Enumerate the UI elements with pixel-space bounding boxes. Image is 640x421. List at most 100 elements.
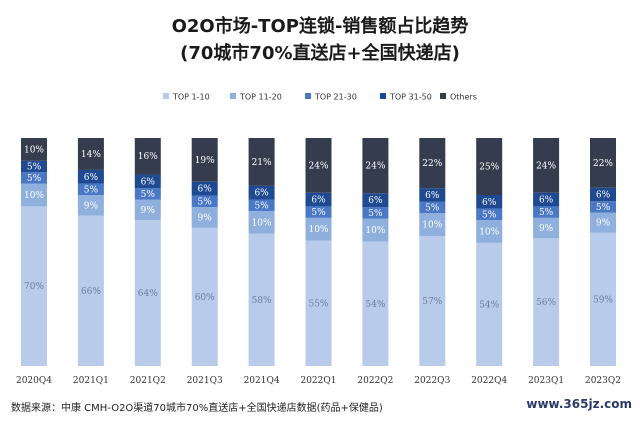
legend-label: TOP 31-50 (389, 93, 432, 102)
data-label: 64% (138, 289, 158, 299)
legend-item-1: TOP 11-20 (230, 93, 282, 102)
bar-column-2023Q1: 56% 9% 5% 6% 24% (533, 138, 560, 366)
data-label: 6% (539, 196, 554, 206)
data-label: 10% (479, 227, 499, 237)
bar-segment (134, 174, 161, 189)
data-label: 22% (422, 159, 442, 169)
category-label: 2020Q4 (16, 376, 52, 386)
bar-segment (21, 172, 47, 184)
bar-segment (21, 183, 47, 207)
legend-swatch (163, 93, 169, 99)
legend-label: Others (450, 93, 477, 102)
bar-column-2021Q2: 64% 9% 5% 6% 16% (134, 138, 161, 366)
category-label: 2022Q1 (300, 376, 336, 386)
bar-segment (419, 138, 446, 189)
data-source-note: 数据来源：中康 CMH-O2O渠道70城市70%直送店+全国快递店数据(药品+保… (11, 403, 383, 414)
data-label: 59% (593, 295, 613, 305)
bar-segment (248, 199, 275, 211)
category-label: 2023Q1 (528, 376, 564, 386)
legend-label: TOP 1-10 (172, 93, 210, 102)
bar-column-2022Q3: 57% 10% 5% 6% 22% (419, 138, 446, 366)
bar-segment (77, 138, 104, 170)
legend-item-2: TOP 21-30 (305, 93, 357, 102)
bar-segment (305, 217, 332, 241)
bar-column-2020Q4: 70% 10% 5%5% 10% (21, 138, 47, 366)
bar-column-2022Q1: 55% 10% 5% 6% 24% (305, 138, 332, 366)
data-label: 6% (311, 196, 326, 206)
data-label: 55% (308, 299, 328, 309)
bar-segment (77, 169, 104, 184)
bar-segment (419, 236, 446, 366)
legend-swatch (380, 93, 386, 99)
bar-segment (134, 220, 161, 366)
data-label: 60% (195, 293, 215, 303)
bar-segment (476, 220, 503, 243)
category-label: 2022Q4 (471, 376, 507, 386)
bar-segment (248, 185, 275, 200)
data-label: 5% (311, 208, 326, 218)
bar-segment (362, 241, 389, 366)
bar-column-2022Q2: 54% 10% 5% 6% 24% (362, 138, 389, 366)
bar-segment (590, 187, 616, 202)
data-label: 25% (479, 163, 499, 173)
data-label: 9% (141, 206, 156, 216)
bar-segment (191, 227, 218, 366)
bar-segment (362, 207, 389, 219)
category-label: 2023Q2 (585, 376, 621, 386)
data-label: 9% (198, 213, 213, 223)
bar-segment (305, 240, 332, 366)
data-label: 66% (81, 287, 101, 297)
category-label: 2021Q4 (244, 376, 280, 386)
data-label: 6% (482, 198, 497, 208)
legend-swatch (305, 93, 311, 99)
data-label: 57% (422, 297, 442, 307)
data-label: 5% (27, 174, 42, 184)
legend-label: TOP 11-20 (239, 93, 282, 102)
data-label: 24% (308, 161, 328, 171)
data-label: 24% (536, 161, 556, 171)
bar-segment (248, 233, 275, 366)
data-label: 10% (365, 226, 385, 236)
data-label: 10% (252, 218, 272, 228)
data-label: 5% (482, 210, 497, 220)
data-label: 22% (593, 159, 613, 169)
bar-column-2021Q4: 58% 10% 5% 6% 21% (248, 138, 275, 366)
data-label: 6% (425, 191, 440, 201)
chart-title: O2O市场-TOP连锁-销售额占比趋势 (171, 16, 469, 37)
bar-segment (533, 192, 560, 207)
bar-segment (191, 181, 218, 196)
bar-segment (305, 192, 332, 207)
bar-segment (21, 206, 47, 366)
data-label: 5% (27, 163, 42, 173)
bar-segment (77, 183, 104, 195)
bar-segment (419, 188, 446, 202)
legend-item-4: Others (440, 93, 477, 102)
bar-segment (134, 138, 161, 175)
legend-swatch (230, 93, 236, 99)
data-label: 5% (368, 209, 383, 219)
bar-segment (191, 207, 218, 228)
bar-segment (191, 138, 218, 182)
data-label: 6% (141, 177, 156, 187)
data-label: 6% (596, 190, 611, 200)
bar-segment (419, 213, 446, 237)
bar-segment (419, 201, 446, 214)
bar-segment (533, 138, 560, 193)
category-label: 2021Q1 (73, 376, 109, 386)
data-label: 21% (252, 158, 272, 168)
data-label: 5% (141, 190, 156, 200)
data-label: 6% (84, 173, 99, 183)
data-label: 5% (254, 201, 269, 211)
data-label: 16% (138, 152, 158, 162)
bar-segment (362, 138, 389, 194)
data-label: 9% (84, 201, 99, 211)
category-label: 2021Q3 (187, 376, 223, 386)
data-label: 6% (198, 185, 213, 195)
data-label: 54% (365, 300, 385, 310)
data-label: 14% (81, 150, 101, 160)
legend-item-3: TOP 31-50 (380, 93, 432, 102)
category-label: 2021Q2 (130, 376, 166, 386)
data-label: 9% (596, 219, 611, 229)
bar-segment (476, 138, 503, 195)
